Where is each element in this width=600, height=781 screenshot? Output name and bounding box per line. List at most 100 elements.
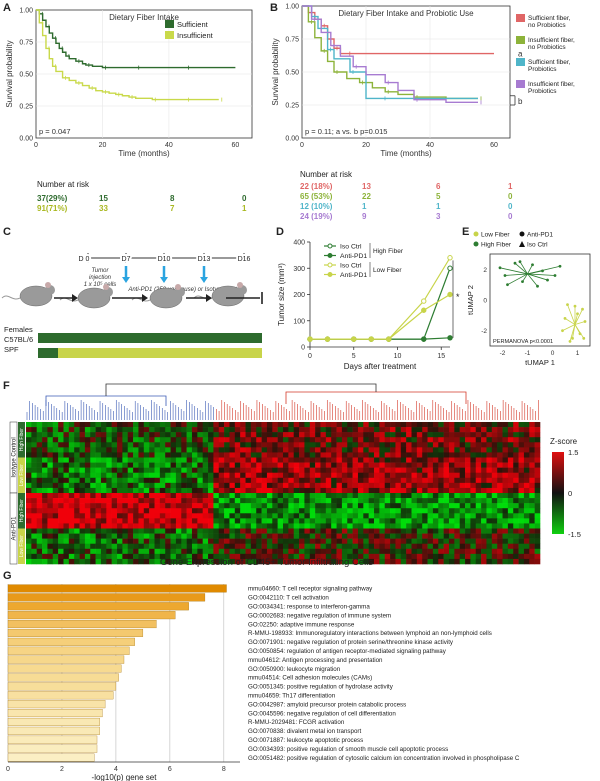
heatmap-cell	[26, 422, 32, 428]
heatmap-cell	[438, 553, 444, 560]
heatmap-cell	[459, 472, 466, 479]
heatmap-cell	[518, 432, 525, 438]
heatmap-cell	[186, 543, 193, 550]
heatmap-cell	[68, 487, 75, 494]
heatmap-cell	[100, 467, 107, 474]
heatmap-cell	[149, 447, 155, 453]
heatmap-cell	[406, 437, 412, 443]
heatmap-cell	[117, 462, 123, 468]
heatmap-cell	[320, 467, 327, 474]
umap-spoke	[574, 313, 578, 325]
heatmap-cell	[288, 548, 295, 555]
heatmap-cell	[218, 462, 225, 468]
heatmap-cell	[331, 432, 337, 438]
heatmap-cell	[416, 452, 423, 458]
heatmap-cell	[234, 493, 241, 499]
heatmap-cell	[304, 513, 311, 519]
heatmap-cell	[507, 528, 514, 534]
x-tick-label: 1	[576, 350, 580, 357]
heatmap-cell	[245, 432, 252, 438]
heatmap-cell	[31, 472, 38, 479]
heatmap-cell	[240, 467, 246, 474]
heatmap-cell	[502, 482, 509, 489]
heatmap-cell	[133, 462, 139, 468]
heatmap-cell	[31, 447, 38, 453]
heatmap-cell	[432, 498, 439, 504]
heatmap-cell	[293, 482, 300, 489]
heatmap-cell	[277, 432, 284, 438]
heatmap-cell	[325, 523, 332, 529]
heatmap-cell	[459, 457, 466, 463]
heatmap-cell	[63, 452, 70, 458]
heatmap-cell	[416, 543, 423, 550]
heatmap-cell	[454, 513, 460, 519]
heatmap-cell	[79, 487, 86, 494]
heatmap-cell	[272, 472, 278, 479]
timeline-label-bg: D16	[238, 256, 251, 263]
heatmap-cell	[250, 462, 257, 468]
heatmap-cell	[357, 533, 364, 539]
heatmap-cell	[170, 452, 177, 458]
heatmap-cell	[507, 482, 514, 489]
heatmap-cell	[159, 422, 166, 428]
x-tick-label: 15	[437, 353, 445, 360]
legend-label: Anti-PD1	[340, 272, 367, 279]
heatmap-cell	[256, 553, 262, 560]
heatmap-cell	[95, 553, 102, 560]
heatmap-cell	[79, 518, 86, 524]
heatmap-cell	[90, 462, 96, 468]
heatmap-cell	[400, 422, 407, 428]
heatmap-cell	[42, 493, 48, 499]
heatmap-cell	[202, 487, 209, 494]
heatmap-cell	[26, 558, 32, 565]
heatmap-cell	[336, 503, 343, 509]
heatmap-cell	[122, 523, 129, 529]
timeline-label-bg: D7	[122, 256, 131, 263]
heatmap-cell	[416, 528, 423, 534]
heatmap-cell	[400, 508, 407, 514]
heatmap-cell	[170, 523, 177, 529]
heatmap-cell	[197, 447, 203, 453]
heatmap-cell	[133, 553, 139, 560]
heatmap-cell	[224, 437, 230, 443]
heatmap-cell	[481, 513, 487, 519]
heatmap-cell	[448, 467, 455, 474]
heatmap-cell	[293, 558, 300, 565]
heatmap-cell	[36, 518, 43, 524]
heatmap-cell	[100, 498, 107, 504]
cohort-label: Females	[4, 325, 33, 334]
heatmap-cell	[213, 422, 220, 428]
heatmap-cell	[149, 528, 155, 534]
heatmap-cell	[448, 427, 455, 433]
heatmap-cell	[293, 503, 300, 509]
legend-colorbar	[552, 452, 564, 534]
heatmap-cell	[368, 472, 375, 479]
legend-tick-label: 1.5	[568, 448, 578, 457]
heatmap-cell	[497, 457, 503, 463]
heatmap-cell	[331, 553, 337, 560]
category-label: R-MMU-2029481: FCGR activation	[248, 719, 345, 726]
y-tick-label: 200	[293, 292, 305, 299]
heatmap-cell	[138, 518, 145, 524]
heatmap-cell	[481, 543, 487, 550]
heatmap-cell	[475, 508, 482, 514]
heatmap-cell	[406, 482, 412, 489]
heatmap-cell	[36, 508, 43, 514]
heatmap-cell	[347, 432, 353, 438]
heatmap-cell	[347, 523, 353, 529]
heatmap-cell	[438, 558, 444, 565]
heatmap-cell	[481, 503, 487, 509]
heatmap-cell	[149, 487, 155, 494]
heatmap-cell	[197, 457, 203, 463]
heatmap-cell	[213, 462, 220, 468]
heatmap-cell	[497, 472, 503, 479]
heatmap-cell	[427, 518, 434, 524]
heatmap-cell	[277, 437, 284, 443]
heatmap-cell	[165, 508, 171, 514]
heatmap-cell	[309, 447, 316, 453]
legend-marker	[519, 241, 525, 247]
heatmap-cell	[47, 442, 54, 448]
heatmap-cell	[117, 442, 123, 448]
heatmap-cell	[374, 548, 380, 555]
heatmap-cell	[470, 422, 477, 428]
